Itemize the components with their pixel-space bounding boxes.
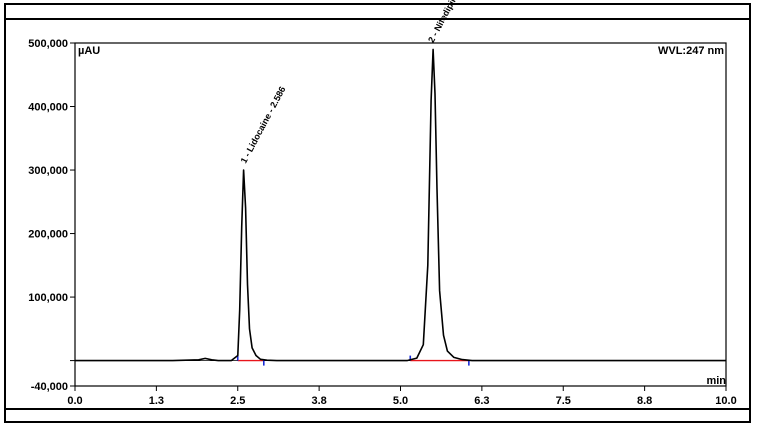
plot-area [74,42,727,387]
y-unit-label: µAU [78,45,100,57]
peak-label: 2 - Nifedipine - 5.470 [426,0,476,44]
x-tick-label: 6.3 [474,395,489,407]
chart-frame [4,3,751,423]
peak-label: 1 - Lidocaine - 2.586 [239,85,288,165]
x-tick-label: 1.3 [149,395,164,407]
footer-separator [4,408,751,410]
y-axis: 500,000 400,000 300,000 200,000 100,000 -40,0… [28,38,75,393]
y-tick-label: 100,000 [28,292,68,304]
x-tick-label: 10.0 [715,395,736,407]
x-unit-label: min [706,375,726,387]
wavelength-label: WVL:247 nm [658,45,724,57]
x-tick-label: 7.5 [556,395,571,407]
x-tick-label: 0.0 [67,395,82,407]
x-tick-label: 8.8 [637,395,652,407]
y-tick-label: 400,000 [28,102,68,114]
x-axis: 0.0 1.3 2.5 3.8 5.0 6.3 7.5 8.8 10.0 [67,386,737,407]
header-separator [4,18,751,20]
y-tick-label: -40,000 [31,381,68,393]
y-tick-label: 200,000 [28,229,68,241]
x-tick-label: 2.5 [230,395,245,407]
series-trace [75,48,726,362]
peak-annotations: 1 - Lidocaine - 2.586 2 - Nifedipine - 5.… [239,0,476,165]
y-tick-label: 500,000 [28,38,68,50]
y-tick-label: 300,000 [28,165,68,177]
x-tick-label: 5.0 [393,395,408,407]
x-tick-label: 3.8 [311,395,326,407]
